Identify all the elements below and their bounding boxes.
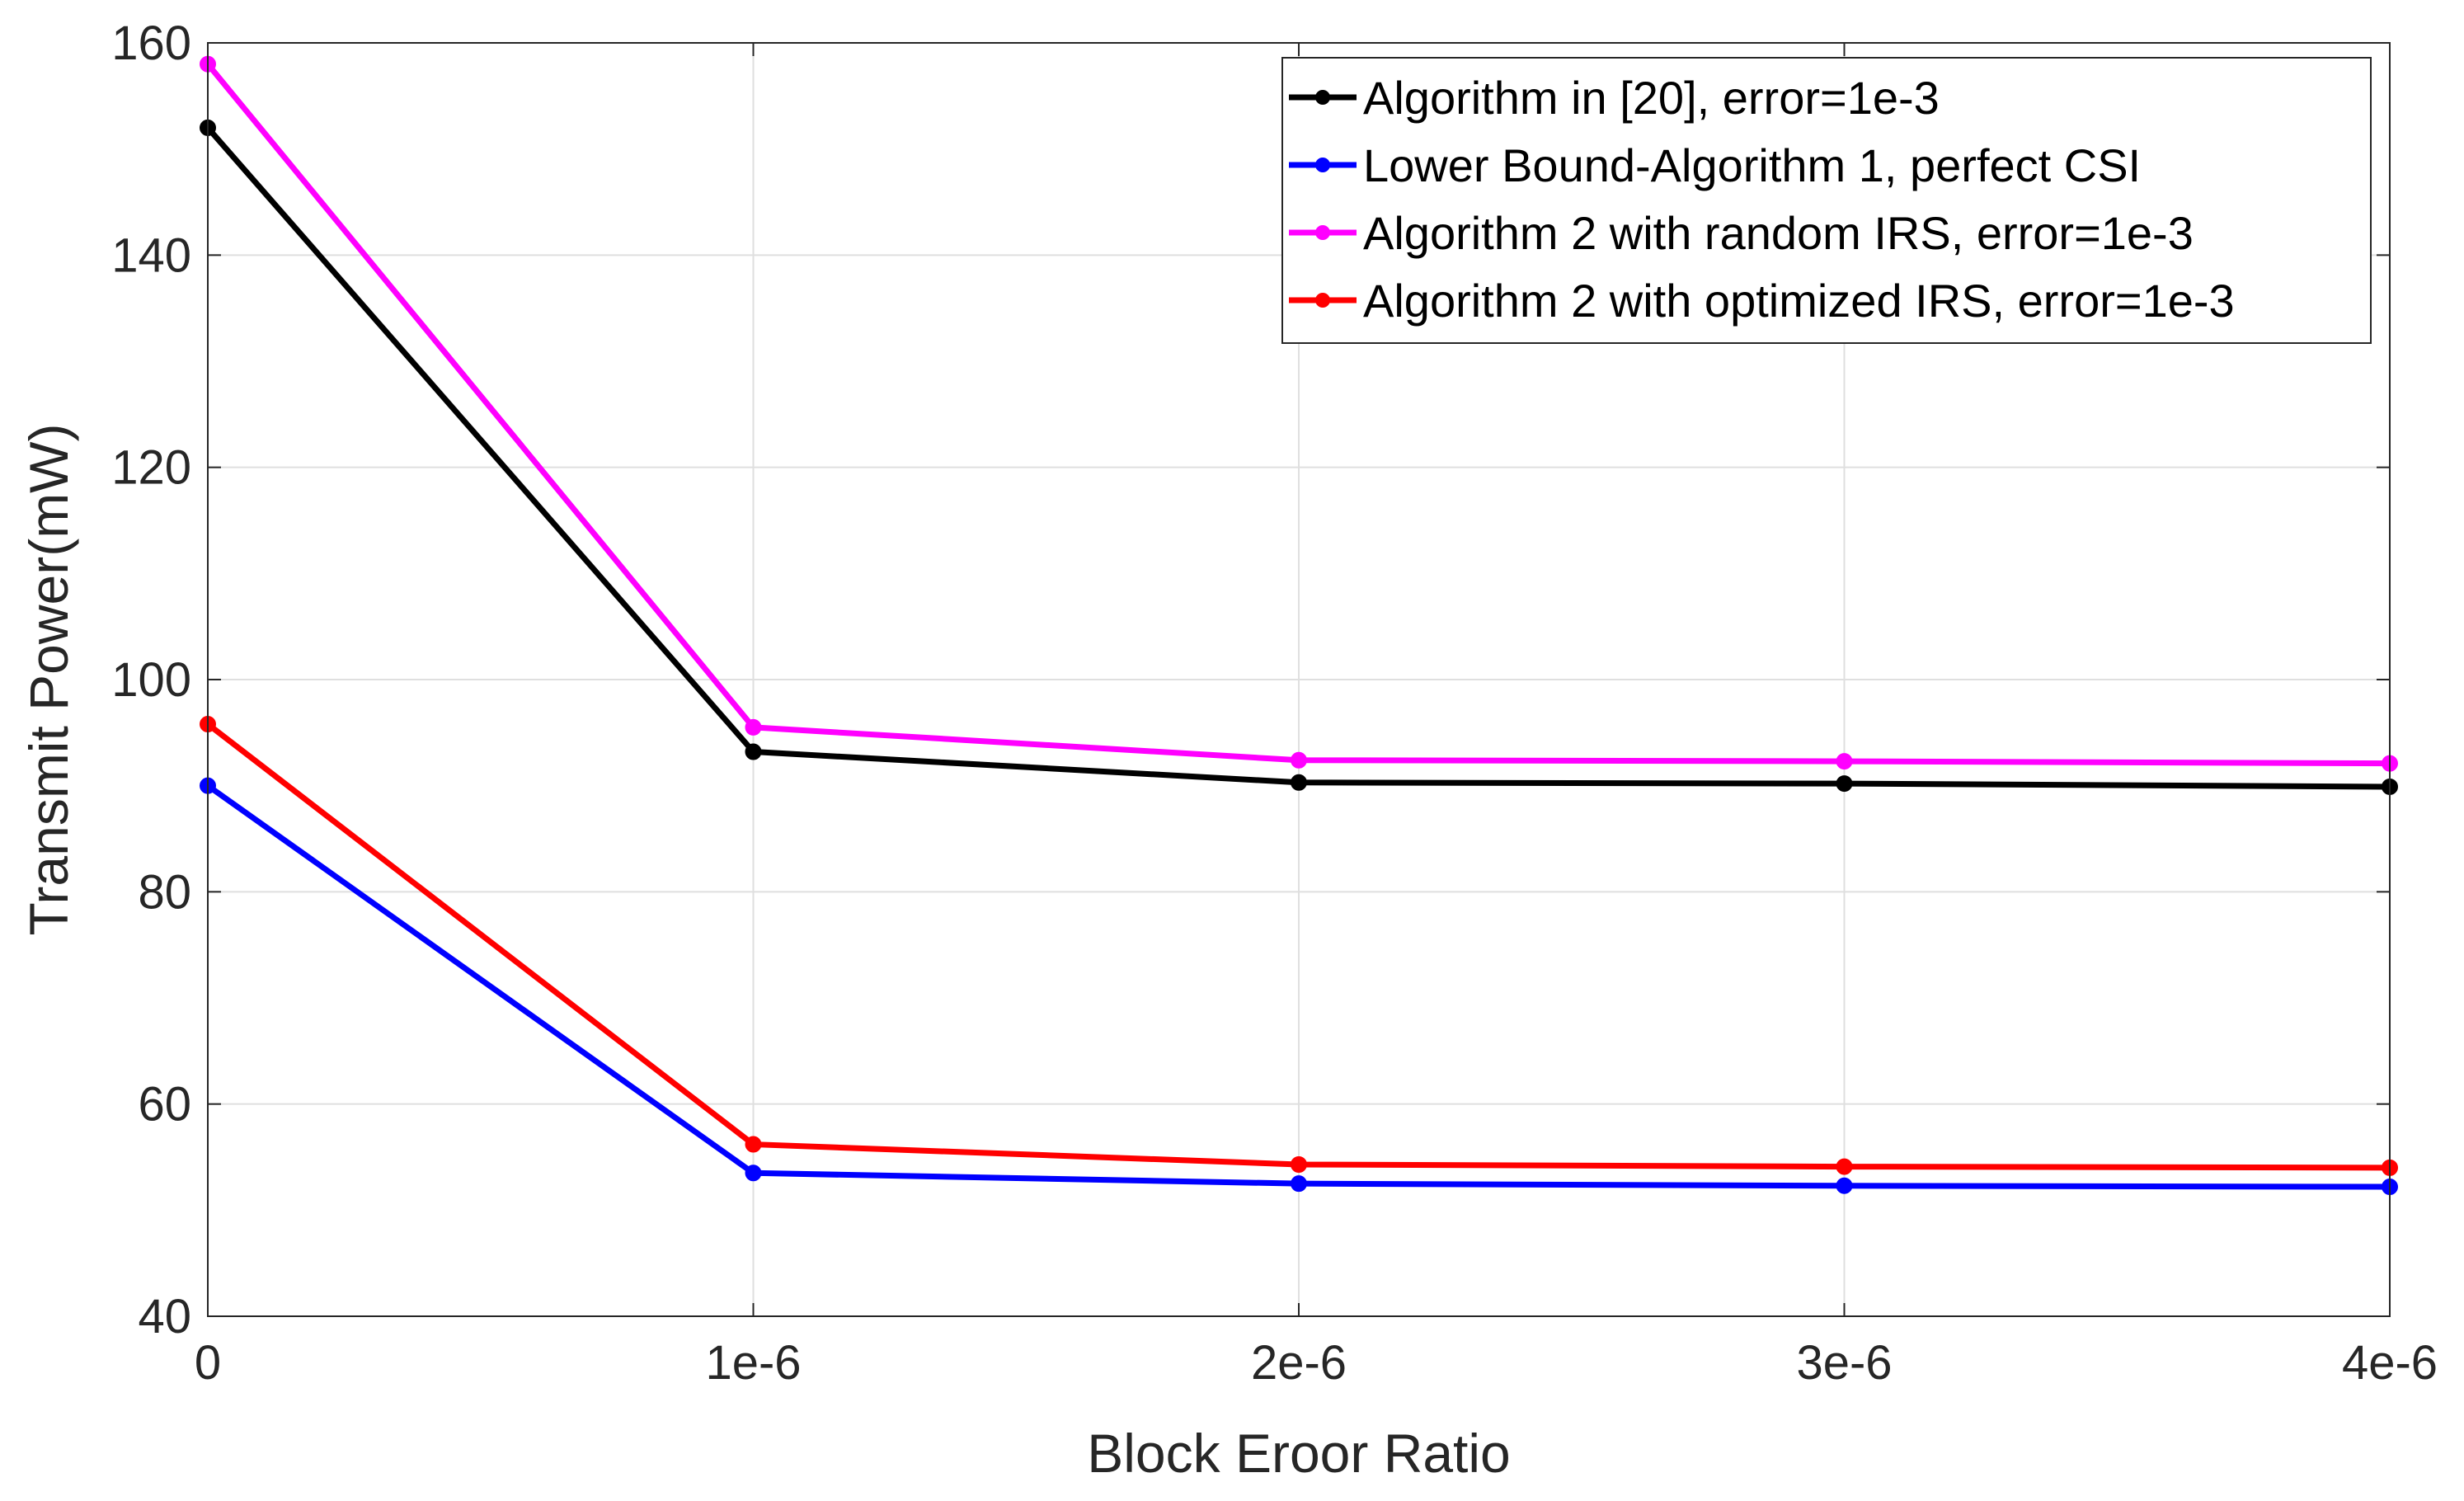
data-point <box>1291 751 1307 769</box>
legend-swatch-marker <box>1315 225 1330 240</box>
axis-ticks <box>207 42 2391 1317</box>
data-point <box>745 718 762 736</box>
legend-label: Algorithm in [20], error=1e-3 <box>1363 72 1940 124</box>
x-tick-label: 0 <box>195 1336 221 1390</box>
data-point <box>1836 775 1853 793</box>
legend: Algorithm in [20], error=1e-3 Lower Bound… <box>1281 57 2372 344</box>
legend-item-4: Algorithm 2 with optimized IRS, error=1e… <box>1289 275 2235 327</box>
x-tick-label: 3e-6 <box>1796 1336 1892 1390</box>
legend-item-3: Algorithm 2 with random IRS, error=1e-3 <box>1289 207 2194 259</box>
y-tick-label: 160 <box>111 16 191 70</box>
y-tick-label: 40 <box>138 1290 191 1343</box>
y-tick-label: 60 <box>138 1078 191 1132</box>
series-4 <box>200 716 2398 1176</box>
legend-label: Algorithm 2 with optimized IRS, error=1e… <box>1363 275 2235 327</box>
legend-item-1: Algorithm in [20], error=1e-3 <box>1289 72 1940 124</box>
series-group <box>200 55 2398 1196</box>
data-point <box>1291 1156 1307 1174</box>
data-point <box>1291 774 1307 791</box>
legend-item-2: Lower Bound-Algorithm 1, perfect CSI <box>1289 139 2141 191</box>
y-tick-label: 120 <box>111 441 191 495</box>
legend-swatch-marker <box>1315 90 1330 105</box>
x-tick-label: 2e-6 <box>1251 1336 1347 1390</box>
x-axis-title: Block Eroor Ratio <box>1087 1423 1511 1484</box>
y-tick-label: 140 <box>111 228 191 282</box>
data-point <box>1836 753 1853 770</box>
legend-box <box>1281 57 2372 344</box>
series-3 <box>200 55 2398 772</box>
y-tick-labels: 40 60 80 100 120 140 160 <box>111 16 191 1343</box>
data-point <box>1836 1177 1853 1194</box>
y-tick-label: 80 <box>138 865 191 919</box>
legend-label: Algorithm 2 with random IRS, error=1e-3 <box>1363 207 2194 259</box>
series-2 <box>200 777 2398 1196</box>
x-tick-label: 1e-6 <box>705 1336 801 1390</box>
data-point <box>745 1136 762 1153</box>
y-tick-label: 100 <box>111 653 191 707</box>
y-axis-title: Transmit Power(mW) <box>18 424 79 936</box>
x-tick-label: 4e-6 <box>2342 1336 2438 1390</box>
legend-swatch-marker <box>1315 158 1330 172</box>
data-point <box>745 1165 762 1182</box>
data-point <box>745 743 762 760</box>
data-point <box>1291 1175 1307 1193</box>
data-point <box>1836 1158 1853 1175</box>
x-tick-labels: 0 1e-6 2e-6 3e-6 4e-6 <box>195 1336 2438 1390</box>
legend-swatch-marker <box>1315 293 1330 308</box>
legend-label: Lower Bound-Algorithm 1, perfect CSI <box>1363 139 2141 191</box>
